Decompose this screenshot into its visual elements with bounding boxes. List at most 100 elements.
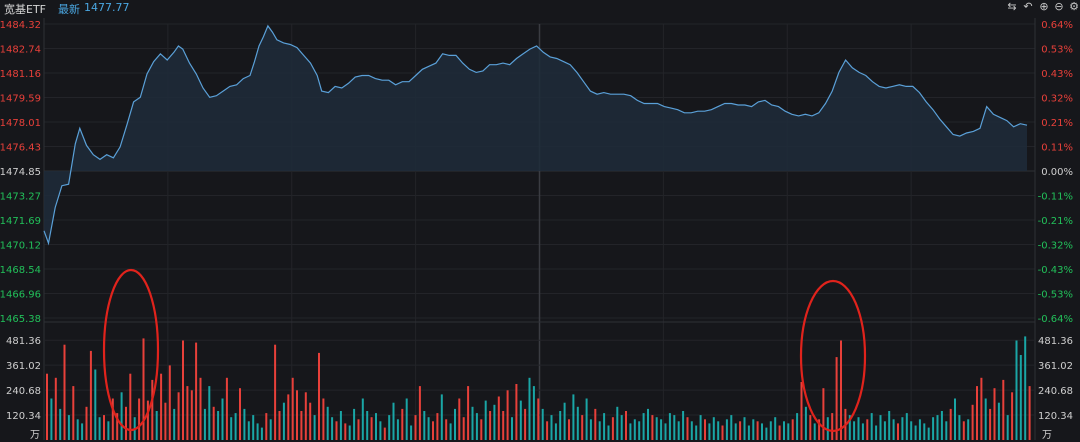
volume-bar [50,398,53,440]
volume-bar [541,408,544,440]
sync-icon[interactable]: ⇆ [1007,0,1017,13]
volume-bar [651,415,654,440]
volume-bar [809,415,812,440]
volume-bar [190,390,193,440]
volume-bar [436,413,439,440]
volume-bar [725,419,728,440]
volume-bar [923,423,926,440]
volume-bar [989,408,992,440]
volume-bar [1015,340,1018,440]
volume-bar [589,419,592,440]
volume-bar [848,415,851,440]
last-price-value: 1477.77 [84,1,130,14]
return-icon[interactable]: ↶ [1023,0,1033,13]
volume-bar [243,408,246,440]
price-tick-label: 1465.38 [0,314,41,325]
volume-bar [686,417,689,440]
volume-bar [375,413,377,440]
price-tick-label: 1481.16 [0,69,41,80]
volume-bar [89,350,92,440]
volume-bar [804,406,807,440]
volume-bar [581,415,584,440]
volume-bar [1028,386,1031,440]
volume-bar [318,352,320,440]
volume-bar [418,386,421,440]
volume-bar [339,411,342,440]
volume-bar [379,421,382,440]
volume-bar [252,415,255,440]
volume-tick-label: 361.02 [1038,361,1073,372]
volume-bar [932,417,935,440]
volume-bar [743,417,746,440]
volume-bar [695,425,698,440]
volume-bar [638,421,641,440]
volume-bar [217,411,220,440]
volume-bar [146,400,149,440]
volume-bar [524,408,527,440]
volume-tick-label: 240.68 [6,386,41,397]
volume-bar [370,417,373,440]
volume-bar [432,421,434,440]
volume-bar [94,369,97,440]
last-price-label: 最新 [58,3,80,16]
volume-bar [997,402,1000,440]
volume-bar [682,411,685,440]
volume-bar [528,377,531,440]
price-tick-label: 1473.27 [0,192,41,203]
price-tick-label: 1471.69 [0,216,41,227]
volume-bar [1002,379,1005,440]
price-tick-label: 1478.01 [0,118,41,129]
volume-bar [568,419,570,440]
volume-bar [598,421,601,440]
volume-bar [765,427,768,440]
volume-bar [497,396,500,440]
volume-bar [458,398,461,440]
volume-bar [550,415,553,440]
price-line [43,24,1028,246]
volume-bar [98,417,101,440]
volume-bar [853,421,856,440]
volume-bar [81,423,84,440]
symbol-name: 宽基ETF [4,3,46,16]
volume-bar [59,408,62,440]
volume-bar [296,390,298,440]
price-area [44,25,1027,244]
volume-bar [875,425,878,440]
volume-tick-label: 120.34 [6,411,41,422]
volume-bar [690,421,693,440]
volume-bar [879,415,882,440]
volume-bar [164,402,167,440]
volume-bar [708,423,711,440]
price-tick-label: 1476.43 [0,143,41,154]
zoom-in-icon[interactable]: ⊕ [1039,0,1049,13]
volume-bar [945,421,948,440]
volume-bar [85,406,88,440]
volume-bar [800,382,803,440]
volume-bar [326,406,329,440]
settings-icon[interactable]: ⚙ [1069,0,1079,13]
volume-bar [221,398,224,440]
percent-tick-label: -0.53% [1038,290,1073,301]
volume-bar [769,421,772,440]
volume-tick-label: 481.36 [1038,336,1073,347]
volume-bar [151,379,154,440]
volume-bar [274,344,277,440]
volume-bar [489,411,492,440]
volume-bar [984,398,987,440]
volume-bar [756,421,759,440]
volume-bar [673,415,676,440]
volume-bar [1019,355,1022,440]
percent-tick-label: 0.00% [1041,167,1073,178]
volume-bar [445,419,448,440]
zoom-out-icon[interactable]: ⊖ [1054,0,1064,13]
volume-bar [265,413,268,440]
volume-bar [1024,336,1027,440]
volume-bar [212,406,215,440]
volume-bar [840,340,842,440]
volume-bar [603,413,606,440]
volume-bar [129,373,132,440]
volume-bar [155,411,158,440]
volume-bar [730,415,733,440]
volume-bar [405,398,408,440]
volume-bar [980,377,983,440]
